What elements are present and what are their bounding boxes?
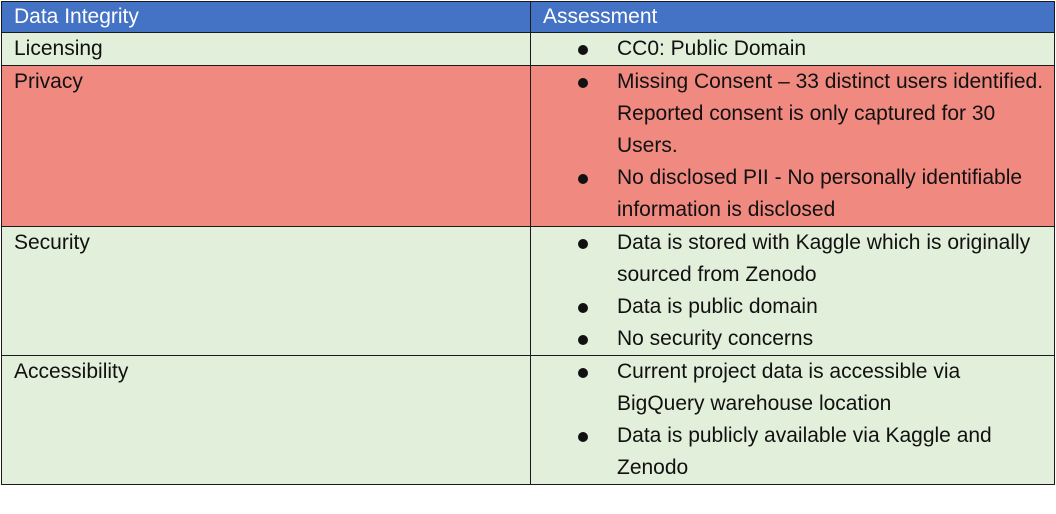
row-assessment: CC0: Public Domain — [530, 32, 1055, 66]
list-item: Data is stored with Kaggle which is orig… — [543, 227, 1048, 291]
assessment-list: Data is stored with Kaggle which is orig… — [543, 227, 1048, 355]
list-item: No security concerns — [543, 323, 1048, 355]
row-assessment: Missing Consent – 33 distinct users iden… — [530, 65, 1055, 227]
list-item-text: Data is public domain — [617, 295, 818, 318]
table-header: Data Integrity Assessment — [1, 1, 1055, 33]
row-label: Security — [1, 226, 531, 356]
table-row-accessibility: Accessibility Current project data is ac… — [1, 355, 1055, 485]
bullet-icon — [578, 432, 588, 442]
data-integrity-table: Data Integrity Assessment Licensing CC0:… — [1, 1, 1055, 485]
table-body: Licensing CC0: Public Domain Privacy Mis… — [1, 32, 1055, 485]
bullet-icon — [578, 239, 588, 249]
list-item-text: No disclosed PII - No personally identif… — [617, 166, 1023, 221]
header-assessment: Assessment — [530, 1, 1055, 33]
bullet-icon — [578, 303, 588, 313]
row-label: Accessibility — [1, 355, 531, 485]
assessment-list: CC0: Public Domain — [543, 33, 1048, 65]
header-row: Data Integrity Assessment — [1, 1, 1055, 33]
list-item: Data is public domain — [543, 291, 1048, 323]
list-item: Data is publicly available via Kaggle an… — [543, 420, 1048, 484]
header-data-integrity: Data Integrity — [1, 1, 531, 33]
list-item: No disclosed PII - No personally identif… — [543, 162, 1048, 226]
bullet-icon — [578, 335, 588, 345]
assessment-list: Missing Consent – 33 distinct users iden… — [543, 66, 1048, 226]
table-row-licensing: Licensing CC0: Public Domain — [1, 32, 1055, 66]
list-item-text: Missing Consent – 33 distinct users iden… — [617, 70, 1044, 157]
row-assessment: Data is stored with Kaggle which is orig… — [530, 226, 1055, 356]
bullet-icon — [578, 174, 588, 184]
row-label: Licensing — [1, 32, 531, 66]
row-label: Privacy — [1, 65, 531, 227]
assessment-list: Current project data is accessible via B… — [543, 356, 1048, 484]
list-item-text: Data is publicly available via Kaggle an… — [617, 424, 992, 479]
bullet-icon — [578, 45, 588, 55]
bullet-icon — [578, 368, 588, 378]
list-item-text: Current project data is accessible via B… — [617, 360, 961, 415]
bullet-icon — [578, 78, 588, 88]
table-row-privacy: Privacy Missing Consent – 33 distinct us… — [1, 65, 1055, 227]
list-item: CC0: Public Domain — [543, 33, 1048, 65]
table-row-security: Security Data is stored with Kaggle whic… — [1, 226, 1055, 356]
list-item-text: Data is stored with Kaggle which is orig… — [617, 231, 1031, 286]
list-item: Current project data is accessible via B… — [543, 356, 1048, 420]
row-assessment: Current project data is accessible via B… — [530, 355, 1055, 485]
list-item: Missing Consent – 33 distinct users iden… — [543, 66, 1048, 162]
list-item-text: CC0: Public Domain — [617, 37, 807, 60]
list-item-text: No security concerns — [617, 327, 814, 350]
